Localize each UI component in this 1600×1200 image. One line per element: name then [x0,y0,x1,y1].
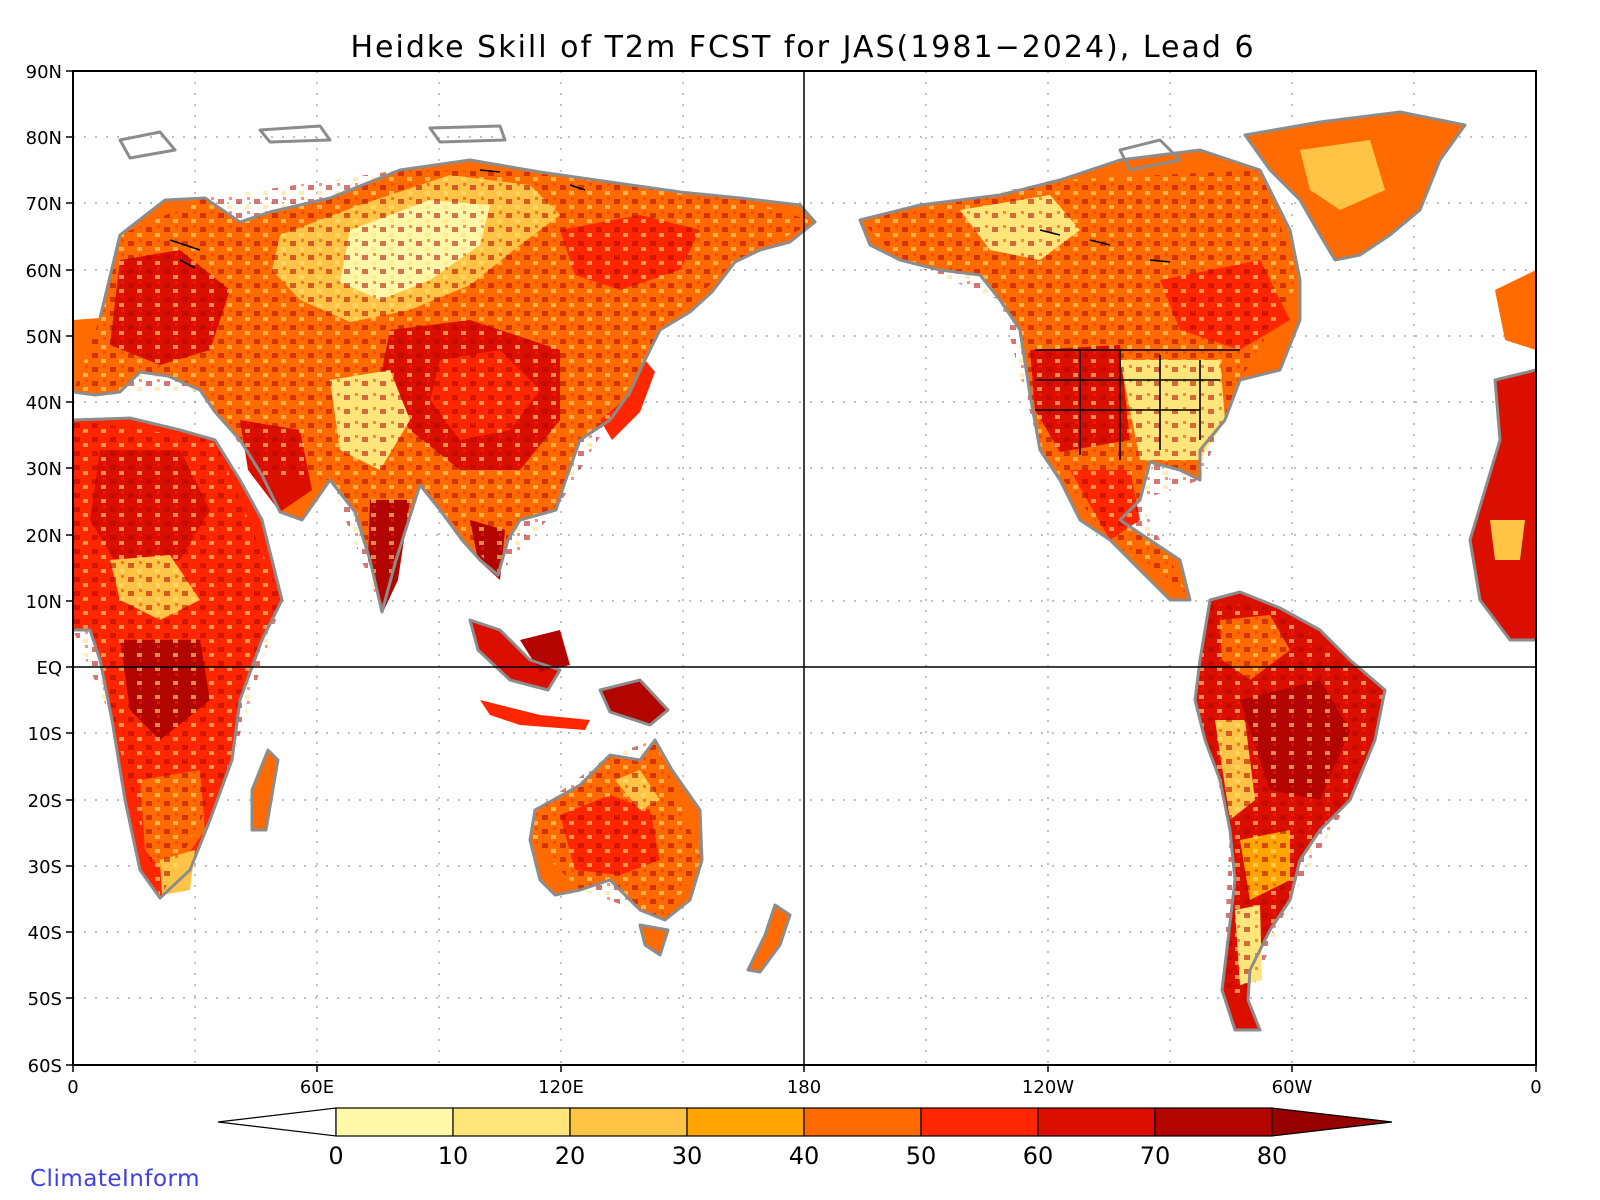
colorbar-label: 10 [438,1142,469,1170]
boundary-lines [169,169,1240,460]
colorbar-label: 80 [1257,1142,1288,1170]
lat-label: 20S [28,791,62,812]
lat-label: 10S [28,724,62,745]
lat-label: 20N [26,526,62,547]
colorbar-label: 60 [1023,1142,1054,1170]
colorbar-swatch [920,1107,1039,1137]
lon-label: 120E [538,1077,584,1098]
lat-label: 80N [26,128,62,149]
credit-text: ClimateInform [30,1166,200,1192]
colorbar-label: 30 [672,1142,703,1170]
map-title: Heidke Skill of T2m FCST for JAS(1981−20… [350,30,1255,65]
colorbar-label: 0 [328,1142,343,1170]
colorbar-swatch [1154,1107,1273,1137]
lon-label: 120W [1022,1077,1074,1098]
lat-label: 60N [26,261,62,282]
lat-axis [66,70,73,1066]
colorbar-swatch [569,1107,688,1137]
lon-axis [72,1065,1537,1072]
colorbar-under-arrow [217,1107,337,1137]
lon-label: 60E [300,1077,334,1098]
lat-label: EQ [36,658,62,679]
lat-label: 40S [28,923,62,944]
colorbar-swatch [1037,1107,1156,1137]
lon-label: 60W [1272,1077,1313,1098]
lat-label: 50S [28,989,62,1010]
colorbar-label: 20 [555,1142,586,1170]
lon-label: 0 [67,1077,78,1098]
colorbar-swatch [452,1107,571,1137]
lat-label: 10N [26,592,62,613]
lat-label: 60S [28,1056,62,1077]
colorbar-label: 40 [789,1142,820,1170]
coastlines [73,110,1536,1032]
lat-label: 30N [26,459,62,480]
colorbar-label: 70 [1140,1142,1171,1170]
lon-label: 0 [1530,1077,1541,1098]
colorbar-swatch [803,1107,922,1137]
lat-label: 70N [26,194,62,215]
lon-label: 180 [787,1077,821,1098]
colorbar [217,1107,1393,1137]
lat-label: 90N [26,62,62,83]
land-skill-fill [73,112,1536,1030]
lat-label: 50N [26,327,62,348]
colorbar-over-arrow [1271,1107,1393,1137]
colorbar-swatch [686,1107,805,1137]
colorbar-label: 50 [906,1142,937,1170]
lat-label: 40N [26,393,62,414]
lat-label: 30S [28,857,62,878]
colorbar-swatch [335,1107,454,1137]
